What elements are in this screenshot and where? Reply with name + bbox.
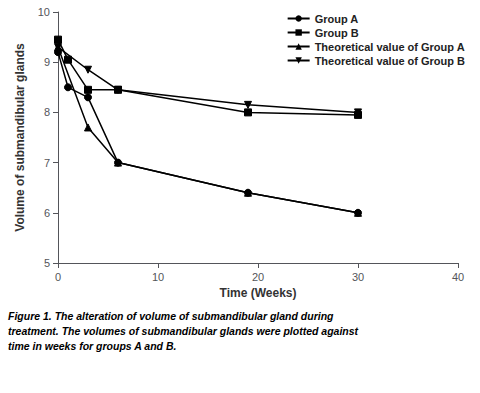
svg-text:9: 9 xyxy=(44,56,50,68)
svg-text:Group A: Group A xyxy=(315,13,359,25)
svg-text:Figure 1. The alteration of vo: Figure 1. The alteration of volume of su… xyxy=(8,310,334,322)
svg-text:Group B: Group B xyxy=(315,27,359,39)
svg-text:7: 7 xyxy=(44,157,50,169)
svg-text:time in weeks for groups A and: time in weeks for groups A and B. xyxy=(8,340,176,352)
svg-text:Time (Weeks): Time (Weeks) xyxy=(220,286,297,300)
svg-text:Theoretical value of Group A: Theoretical value of Group A xyxy=(315,41,465,53)
svg-text:Theoretical value of Group B: Theoretical value of Group B xyxy=(315,55,465,67)
svg-text:10: 10 xyxy=(38,6,50,18)
svg-text:10: 10 xyxy=(152,271,164,283)
svg-text:treatment. The volumes of subm: treatment. The volumes of submandibular … xyxy=(8,325,359,337)
svg-text:5: 5 xyxy=(44,257,50,269)
svg-text:20: 20 xyxy=(252,271,264,283)
svg-text:40: 40 xyxy=(452,271,464,283)
svg-text:Volume of submandibular glands: Volume of submandibular glands xyxy=(13,43,27,232)
svg-text:8: 8 xyxy=(44,106,50,118)
svg-text:30: 30 xyxy=(352,271,364,283)
svg-text:0: 0 xyxy=(55,271,61,283)
svg-text:6: 6 xyxy=(44,207,50,219)
